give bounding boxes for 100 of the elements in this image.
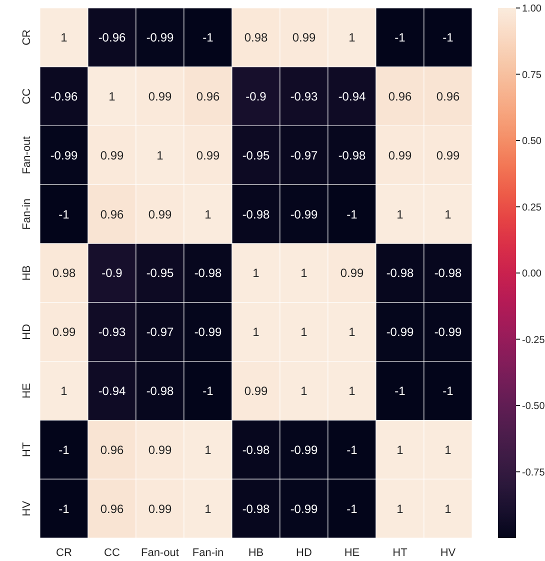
data-label: 1: [60, 30, 68, 45]
data-label: 1: [252, 266, 260, 280]
data-label: -0.9: [102, 266, 123, 280]
x-tick-label: HB: [248, 547, 264, 559]
data-label: -1: [346, 207, 358, 222]
data-label: -0.98: [242, 442, 270, 457]
data-label: -0.99: [290, 502, 318, 516]
data-label: -0.95: [146, 266, 174, 280]
x-tick-label: CC: [104, 547, 120, 559]
x-tick-label: HD: [296, 547, 312, 559]
data-label: -0.98: [434, 266, 462, 280]
data-label: 0.96: [100, 442, 124, 457]
data-label: -0.96: [50, 90, 78, 104]
data-label: 1: [108, 90, 116, 104]
data-label: -0.98: [146, 384, 174, 398]
data-label: 0.99: [148, 207, 172, 222]
color-bar-label: 0.75: [522, 70, 542, 81]
data-label: 1: [60, 384, 68, 398]
data-label: 1: [204, 207, 212, 222]
data-label: -0.98: [386, 266, 414, 280]
data-label: -0.96: [98, 30, 126, 45]
data-label: -1: [442, 384, 454, 398]
data-label: 0.99: [196, 148, 220, 162]
data-label: 0.99: [148, 90, 172, 104]
data-label: 1: [396, 442, 404, 457]
data-label: -0.99: [386, 325, 414, 340]
data-label: -1: [202, 30, 214, 45]
data-label: -0.99: [194, 325, 222, 340]
data-label: -0.93: [290, 90, 318, 104]
x-tick-label: Fan-in: [192, 547, 224, 559]
color-bar-label: -0.50: [522, 401, 545, 412]
y-tick-label: HE: [21, 383, 33, 398]
data-label: -1: [394, 384, 406, 398]
data-label: 1: [444, 442, 452, 457]
data-label: -0.93: [98, 325, 126, 340]
data-label: 1: [348, 325, 356, 340]
x-tick-label: HE: [344, 547, 360, 559]
y-tick-label: HD: [21, 324, 33, 340]
data-label: 1: [348, 30, 356, 45]
data-label: 1: [300, 325, 308, 340]
data-label: -0.95: [242, 148, 270, 162]
color-bar-label: -0.75: [522, 467, 545, 478]
color-bar-label: 0.25: [522, 202, 542, 214]
data-label: -0.9: [246, 90, 267, 104]
data-label: -0.97: [290, 148, 318, 162]
data-label: -1: [346, 502, 358, 516]
data-label: 1: [444, 502, 452, 516]
data-label: 0.99: [244, 384, 268, 398]
data-label: -0.99: [434, 325, 462, 340]
y-tick-label: CR: [21, 29, 33, 46]
y-tick-label: HV: [21, 500, 33, 516]
data-label: -0.98: [194, 266, 222, 280]
y-tick-label: HB: [21, 265, 33, 281]
x-tick-label: CR: [56, 547, 72, 559]
y-tick-label: Fan-out: [21, 136, 33, 174]
data-label: 1: [396, 502, 404, 516]
data-label: 1: [156, 148, 164, 162]
data-label: 0.98: [52, 266, 76, 280]
data-label: -0.99: [290, 442, 318, 457]
data-label: -0.99: [50, 148, 78, 162]
data-label: 0.99: [148, 442, 172, 457]
data-label: 0.99: [52, 325, 76, 340]
data-label: -0.94: [98, 384, 126, 398]
x-tick-label: HV: [440, 547, 456, 559]
data-label: -0.98: [242, 207, 270, 222]
data-label: 0.99: [292, 30, 316, 45]
data-label: 0.99: [436, 148, 460, 162]
x-tick-label: Fan-out: [141, 547, 179, 559]
data-label: -0.99: [146, 30, 174, 45]
data-label: 0.96: [100, 502, 124, 516]
data-label: 1: [348, 384, 356, 398]
color-bar-label: 0.00: [522, 268, 542, 280]
data-label: 0.98: [244, 30, 268, 45]
data-label: 0.99: [340, 266, 364, 280]
color-bar-label: 0.50: [522, 136, 542, 147]
data-label: -1: [346, 442, 358, 457]
color-bar-label: -0.25: [522, 334, 545, 346]
color-bar-label: 1.00: [522, 4, 542, 14]
data-label: 1: [396, 207, 404, 222]
data-label: 1: [300, 384, 308, 398]
data-label: -1: [394, 30, 406, 45]
data-label: 1: [204, 442, 212, 457]
data-label: -1: [58, 502, 70, 516]
data-label: 0.96: [196, 90, 220, 104]
y-tick-label: HT: [21, 442, 33, 458]
data-label: 0.99: [388, 148, 412, 162]
data-label: 0.96: [436, 90, 460, 104]
data-label: -1: [442, 30, 454, 45]
data-label: -0.99: [290, 207, 318, 222]
x-tick-label: HT: [392, 547, 408, 559]
data-label: 1: [444, 207, 452, 222]
data-label: -1: [58, 207, 70, 222]
data-label: -0.98: [242, 502, 270, 516]
data-label: 1: [204, 502, 212, 516]
data-label: 0.96: [388, 90, 412, 104]
data-label: 1: [252, 325, 260, 340]
data-label: 1: [300, 266, 308, 280]
data-label: 0.96: [100, 207, 124, 222]
data-label: -0.94: [338, 90, 366, 104]
data-label: 0.99: [148, 502, 172, 516]
